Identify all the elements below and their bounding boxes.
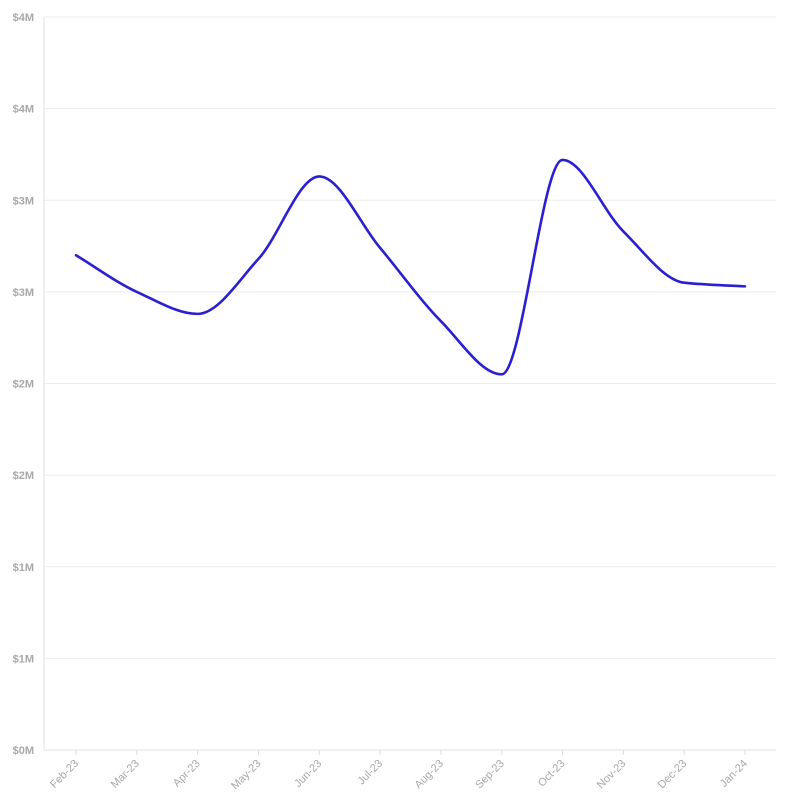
x-tick-label: Aug-23: [412, 758, 446, 792]
y-tick-label: $3M: [13, 195, 34, 207]
y-tick-label: $4M: [13, 104, 34, 116]
chart-series: [74, 158, 747, 376]
y-tick-label: $0M: [13, 745, 34, 757]
chart-grid: [44, 16, 776, 751]
x-tick-label: Mar-23: [109, 758, 142, 791]
x-axis: Feb-23 Mar-23 Apr-23 May-23 Jun-23 Jul-23 Aug-…: [48, 750, 750, 792]
x-tick-label: Sep-23: [473, 758, 507, 792]
y-axis: $0M $1M $1M $2M $2M $3M $3M $4M $4M: [13, 12, 45, 757]
x-tick-label: Jul-23: [356, 758, 386, 788]
x-tick-label: Jun-23: [292, 758, 324, 790]
y-tick-label: $1M: [13, 653, 34, 665]
y-tick-label: $3M: [13, 287, 34, 299]
x-tick-label: Apr-23: [171, 758, 203, 790]
series-line: [74, 158, 747, 376]
x-tick-label: Jan-24: [718, 758, 750, 790]
y-tick-label: $2M: [13, 379, 34, 391]
x-tick-label: Feb-23: [48, 758, 81, 791]
x-tick-label: Nov-23: [595, 758, 629, 792]
y-tick-label: $2M: [13, 470, 34, 482]
x-tick-label: Dec-23: [656, 758, 690, 792]
y-tick-label: $4M: [13, 12, 34, 24]
y-tick-label: $1M: [13, 562, 34, 574]
x-tick-label: Oct-23: [536, 758, 568, 790]
x-tick-label: May-23: [229, 758, 263, 792]
